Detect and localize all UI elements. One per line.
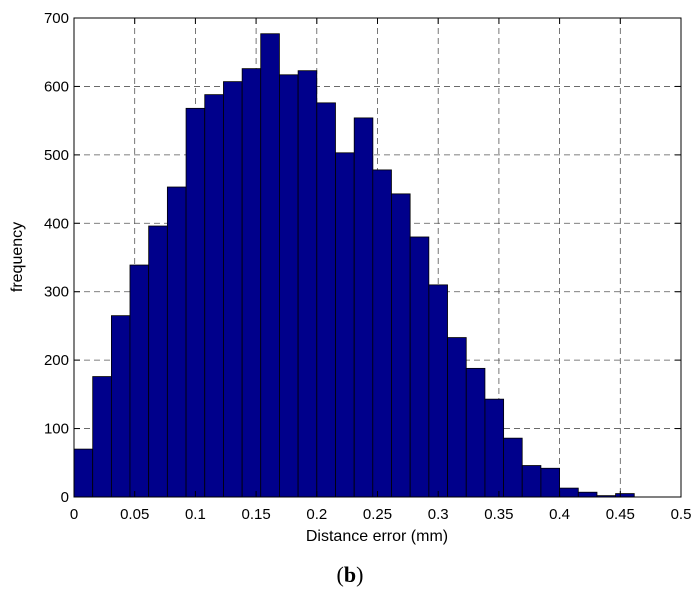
histogram-bar [540,467,560,498]
histogram-bar [111,315,131,498]
y-tick-label: 600 [44,78,69,95]
histogram-bar [391,193,411,498]
histogram-bar [521,465,542,498]
y-tick-label: 300 [44,284,69,301]
axis-ticks [73,17,682,498]
histogram-bar [73,448,94,498]
y-axis-label: frequency [9,222,26,292]
y-tick-label: 500 [44,147,69,164]
histogram-bar [335,152,355,498]
x-tick-label: 0.1 [185,506,206,523]
histogram-bar [615,493,635,498]
y-tick-label: 0 [61,489,69,506]
histogram-bar [223,81,243,498]
x-tick-label: 0.45 [606,506,635,523]
histogram-bar [129,264,150,498]
histogram-bar [279,74,299,498]
histogram-bar [428,284,448,498]
histogram-bar [372,169,392,498]
histogram-chart: 0 0.05 0.1 0.15 0.2 0.25 0.3 0.35 0.4 0.45 0.5 0 10… [9,10,692,545]
histogram-bar [148,225,168,498]
x-tick-label: 0.5 [671,506,692,523]
x-tick-labels: 0 0.05 0.1 0.15 0.2 0.25 0.3 0.35 0.4 0.45 0.5 [70,506,692,523]
x-tick-label: 0.25 [363,506,392,523]
y-tick-labels: 0 100 200 300 400 500 600 700 [44,10,69,506]
histogram-bar [409,236,430,498]
y-tick-label: 400 [44,215,69,232]
x-tick-label: 0.3 [428,506,449,523]
figure-caption: (b) [0,562,700,588]
histogram-bar [559,487,579,498]
caption-open-paren: ( [336,562,344,587]
x-tick-label: 0.4 [549,506,570,523]
histogram-bar [241,68,262,498]
y-tick-label: 100 [44,421,69,438]
x-tick-label: 0 [70,506,78,523]
histogram-bar [484,398,505,498]
y-tick-label: 200 [44,352,69,369]
y-tick-label: 700 [44,10,69,27]
histogram-bar [297,70,318,498]
histogram-bar [260,33,280,498]
x-tick-label: 0.2 [306,506,327,523]
histogram-bar [447,337,467,498]
x-tick-label: 0.15 [241,506,270,523]
x-tick-label: 0.05 [120,506,149,523]
histogram-bar [166,186,187,498]
histogram-bar [353,117,374,498]
histogram-bar [465,367,486,498]
x-tick-label: 0.35 [484,506,513,523]
caption-letter: b [343,562,357,587]
x-axis-label: Distance error (mm) [306,528,448,545]
histogram-bar [92,376,112,498]
histogram-bar [185,107,206,498]
bars [73,33,635,498]
histogram-bar [577,491,598,498]
histogram-bar [503,437,523,498]
histogram-bar [316,102,336,498]
caption-close-paren: ) [356,562,364,587]
histogram-bar [204,94,224,498]
